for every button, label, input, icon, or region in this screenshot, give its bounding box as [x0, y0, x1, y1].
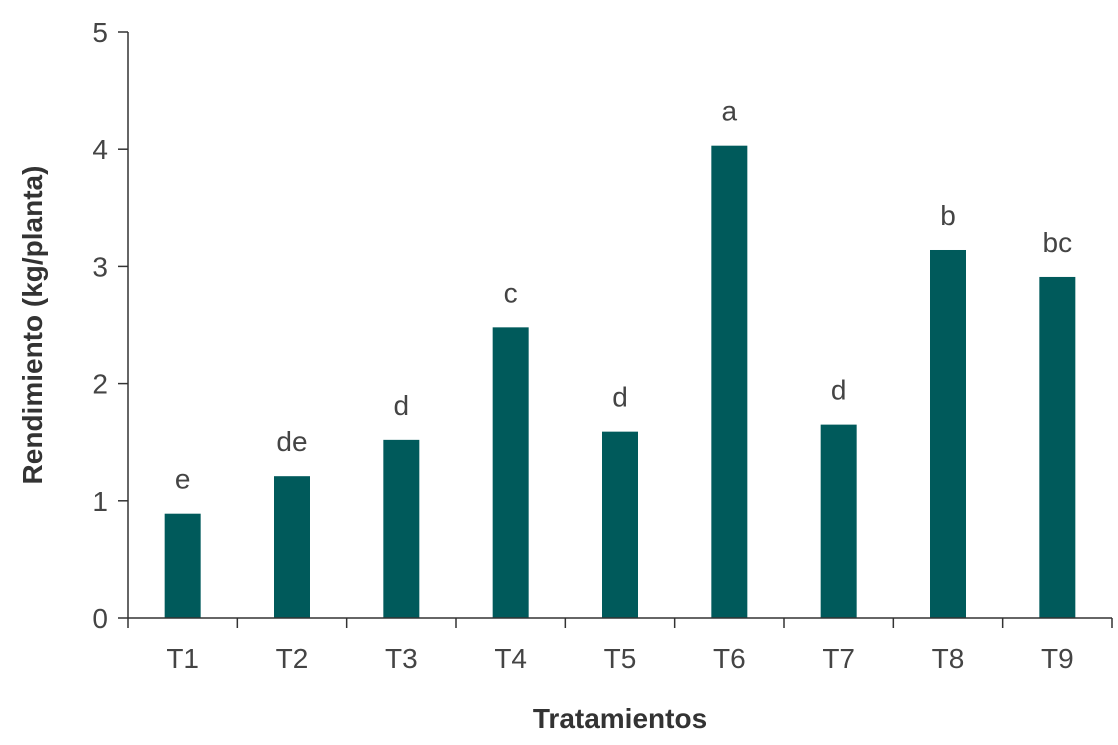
x-axis-title: Tratamientos [533, 703, 707, 734]
y-tick-label: 5 [92, 17, 108, 48]
significance-letter-t1: e [175, 464, 191, 495]
x-tick-label-t5: T5 [604, 643, 637, 674]
significance-letter-t4: c [504, 277, 518, 308]
bar-t4 [492, 327, 529, 618]
significance-letter-t9: bc [1043, 227, 1073, 258]
bar-t6 [711, 145, 748, 618]
bar-t8 [930, 249, 966, 618]
x-tick-label-t9: T9 [1041, 643, 1074, 674]
significance-letter-t3: d [394, 390, 410, 421]
x-tick-label-t7: T7 [822, 643, 855, 674]
y-tick-label: 1 [92, 486, 108, 517]
significance-letter-t7: d [831, 375, 847, 406]
significance-labels: e de d c d a d b bc [175, 96, 1072, 495]
y-tick-label: 4 [92, 134, 108, 165]
y-tick-label: 0 [92, 603, 108, 634]
significance-letter-t6: a [722, 96, 738, 127]
bar-t2 [274, 476, 310, 618]
x-tick-label-t8: T8 [932, 643, 965, 674]
significance-letter-t8: b [940, 200, 956, 231]
bar-t3 [383, 439, 420, 618]
significance-letter-t2: de [276, 426, 307, 457]
y-axis-title: Rendimiento (kg/planta) [17, 166, 48, 485]
y-axis-ticks: 0 1 2 3 4 5 [92, 17, 128, 634]
x-tick-label-t2: T2 [276, 643, 309, 674]
y-tick-label: 2 [92, 369, 108, 400]
x-tick-label-t4: T4 [494, 643, 527, 674]
x-axis-ticks: T1 T2 T3 T4 T5 T6 T7 T8 T9 [127, 618, 1113, 674]
bar-t9 [1039, 276, 1076, 618]
significance-letter-t5: d [612, 382, 628, 413]
x-tick-label-t6: T6 [713, 643, 746, 674]
bar-t7 [820, 424, 857, 618]
y-tick-label: 3 [92, 251, 108, 282]
bar-t1 [164, 513, 201, 618]
x-tick-label-t1: T1 [166, 643, 199, 674]
bars [164, 145, 1076, 618]
bar-t5 [602, 431, 638, 618]
x-tick-label-t3: T3 [385, 643, 418, 674]
